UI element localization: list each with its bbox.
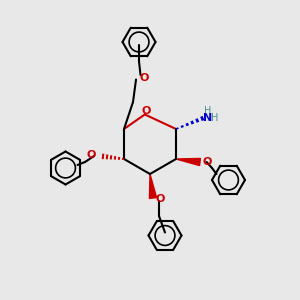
Text: O: O (142, 106, 151, 116)
Text: O: O (203, 157, 212, 167)
Text: N: N (203, 113, 212, 124)
Polygon shape (149, 174, 157, 198)
Polygon shape (176, 158, 200, 166)
Text: O: O (156, 194, 165, 205)
Text: H: H (211, 113, 219, 124)
Text: H: H (204, 106, 211, 116)
Text: O: O (139, 73, 148, 83)
Text: O: O (86, 149, 95, 160)
